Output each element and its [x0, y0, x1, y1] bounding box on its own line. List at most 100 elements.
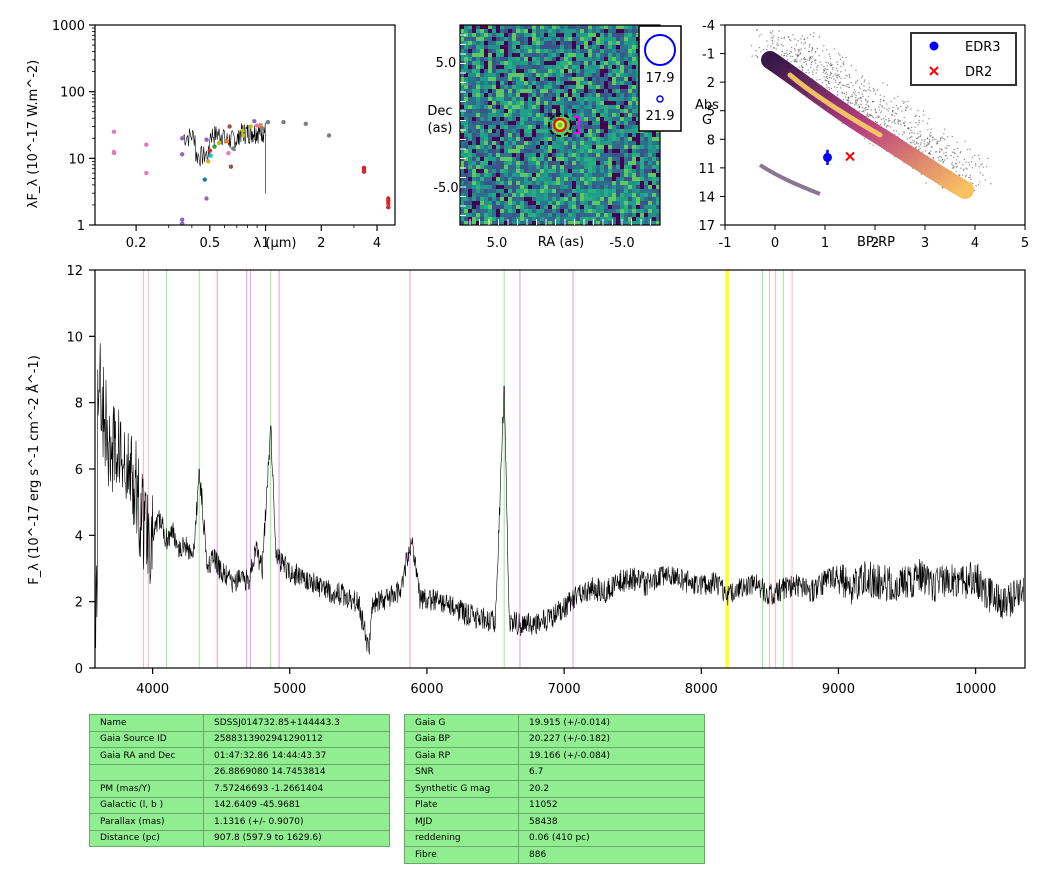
image-pixel: [612, 37, 616, 41]
image-pixel: [632, 117, 636, 121]
image-pixel: [628, 77, 632, 81]
hrd-star: [811, 47, 813, 49]
image-pixel: [564, 77, 568, 81]
image-pixel: [628, 117, 632, 121]
image-pixel: [628, 109, 632, 113]
sed-point-23: [241, 133, 246, 138]
image-pixel: [572, 109, 576, 113]
image-pixel: [500, 53, 504, 57]
image-pixel: [532, 221, 536, 225]
image-pixel: [568, 193, 572, 197]
image-pixel: [528, 185, 532, 189]
image-pixel: [608, 29, 612, 33]
image-pixel: [472, 93, 476, 97]
image-pixel: [472, 193, 476, 197]
image-pixel: [572, 157, 576, 161]
image-pixel: [504, 193, 508, 197]
hrd-star: [783, 53, 786, 55]
image-pixel: [640, 161, 644, 165]
image-pixel: [620, 189, 624, 193]
image-pixel: [612, 93, 616, 97]
image-pixel: [636, 113, 640, 117]
image-pixel: [504, 137, 508, 141]
image-pixel: [628, 37, 632, 41]
image-pixel: [508, 101, 512, 105]
hrd-star: [891, 121, 893, 123]
image-pixel: [604, 113, 608, 117]
hrd-star: [963, 158, 966, 161]
image-pixel: [496, 157, 500, 161]
image-pixel: [596, 141, 600, 145]
hrd-star: [837, 63, 839, 66]
image-pixel: [616, 213, 620, 217]
image-pixel: [540, 93, 544, 97]
image-pixel: [584, 33, 588, 37]
image-pixel: [616, 121, 620, 125]
image-pixel: [588, 137, 592, 141]
image-pixel: [640, 141, 644, 145]
image-pixel: [612, 73, 616, 77]
table-row: PM (mas/Y) 7.57246693 -1.2661404: [89, 780, 390, 798]
hrd-star: [833, 48, 835, 50]
image-pixel: [524, 141, 528, 145]
table-row: Fibre 886: [404, 846, 705, 864]
image-pixel: [496, 169, 500, 173]
hrd-star: [867, 108, 869, 111]
image-pixel: [476, 169, 480, 173]
pm-bracket: [574, 116, 580, 134]
image-pixel: [548, 177, 552, 181]
hrd-star: [855, 99, 857, 102]
image-pixel: [636, 129, 640, 133]
hrd-star: [929, 132, 932, 134]
image-pixel: [520, 153, 524, 157]
image-pixel: [520, 217, 524, 221]
image-pixel: [488, 37, 492, 41]
hrd-xtick-1: 0: [771, 236, 779, 251]
image-pixel: [468, 137, 472, 141]
hrd-star: [856, 99, 858, 101]
image-pixel: [580, 161, 584, 165]
image-pixel: [628, 221, 632, 225]
hrd-star: [962, 164, 964, 166]
main-sequence-core: [787, 72, 883, 138]
hrd-star: [813, 69, 815, 71]
image-pixel: [596, 65, 600, 69]
image-pixel: [484, 57, 488, 61]
image-pixel: [576, 89, 580, 93]
image-pixel: [568, 37, 572, 41]
hrd-star: [890, 100, 892, 103]
image-pixel: [496, 29, 500, 33]
image-pixel: [520, 77, 524, 81]
image-pixel: [628, 45, 632, 49]
image-pixel: [476, 117, 480, 121]
image-pixel: [476, 113, 480, 117]
image-pixel: [560, 45, 564, 49]
image-pixel: [620, 105, 624, 109]
image-pixel: [476, 197, 480, 201]
image-pixel: [552, 85, 556, 89]
image-pixel: [568, 113, 572, 117]
image-pixel: [552, 53, 556, 57]
image-pixel: [536, 153, 540, 157]
hrd-star: [985, 165, 988, 168]
image-pixel: [624, 117, 628, 121]
image-pixel: [596, 61, 600, 65]
image-pixel: [508, 117, 512, 121]
hrd-star: [904, 121, 906, 123]
image-pixel: [472, 77, 476, 81]
image-pixel: [648, 181, 652, 185]
hrd-star: [809, 56, 812, 58]
image-pixel: [588, 73, 592, 77]
image-pixel: [484, 165, 488, 169]
table-value: 01:47:32.86 14:44:43.37: [203, 747, 390, 765]
hrd-star: [868, 89, 870, 91]
hrd-star: [772, 37, 774, 39]
image-pixel: [476, 109, 480, 113]
edr3-point: [823, 152, 832, 162]
image-pixel: [532, 181, 536, 185]
image-pixel: [612, 181, 616, 185]
image-pixel: [584, 173, 588, 177]
image-pixel: [588, 165, 592, 169]
hrd-star: [978, 166, 980, 168]
image-pixel: [460, 141, 464, 145]
